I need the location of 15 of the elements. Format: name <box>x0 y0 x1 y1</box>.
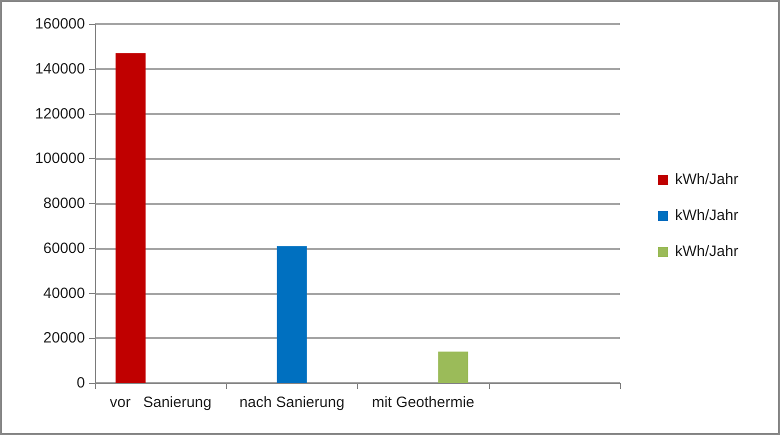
y-tick-label: 60000 <box>43 240 85 257</box>
legend-label: kWh/Jahr <box>675 207 738 224</box>
y-tick-label: 20000 <box>43 330 85 347</box>
y-tick-label: 120000 <box>34 105 85 122</box>
x-tick-label: nach Sanierung <box>239 394 344 411</box>
y-tick-label: 160000 <box>34 16 85 32</box>
x-tick-label: mit Geothermie <box>372 394 474 411</box>
y-tick-label: 40000 <box>43 284 85 302</box>
x-tick-label: vor Sanierung <box>110 394 212 411</box>
legend-label: kWh/Jahr <box>675 171 738 188</box>
y-tick-label: 140000 <box>34 60 85 78</box>
y-tick-label: 0 <box>76 374 85 392</box>
y-tick-label: 100000 <box>34 150 85 168</box>
y-tick-label: 80000 <box>43 195 85 212</box>
legend-label: kWh/Jahr <box>675 243 738 260</box>
